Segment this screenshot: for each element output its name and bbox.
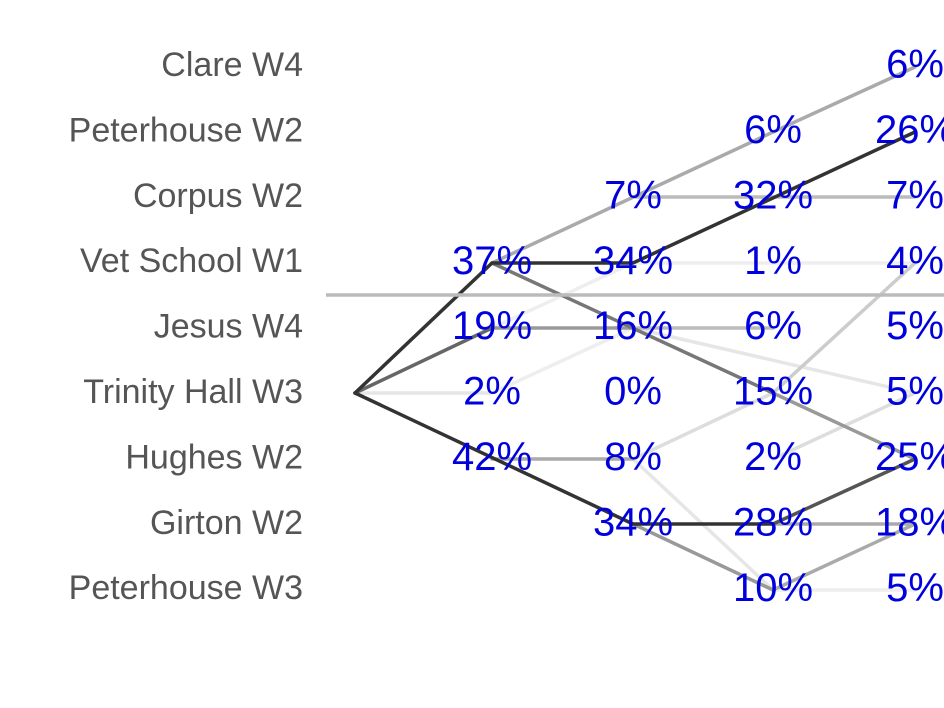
crew-label: Peterhouse W3 bbox=[69, 569, 303, 607]
crew-label: Vet School W1 bbox=[80, 242, 303, 280]
connections bbox=[353, 65, 917, 592]
probability-label: 42% bbox=[452, 435, 532, 479]
edge bbox=[353, 130, 917, 395]
crew-label: Girton W2 bbox=[150, 504, 303, 542]
probability-label: 7% bbox=[604, 173, 662, 217]
edge bbox=[631, 522, 775, 592]
probability-label: 6% bbox=[744, 108, 802, 152]
probability-label: 25% bbox=[875, 435, 944, 479]
edge bbox=[631, 391, 775, 461]
probability-label: 6% bbox=[744, 304, 802, 348]
crew-label: Jesus W4 bbox=[154, 308, 303, 346]
probability-label: 1% bbox=[744, 239, 802, 283]
crew-label: Trinity Hall W3 bbox=[83, 373, 303, 411]
crew-label: Peterhouse W2 bbox=[69, 111, 303, 149]
edge bbox=[771, 261, 917, 395]
probability-label: 26% bbox=[875, 108, 944, 152]
crew-label: Hughes W2 bbox=[125, 438, 303, 476]
probability-label: 2% bbox=[463, 370, 521, 414]
edge bbox=[353, 391, 775, 526]
probability-label: 34% bbox=[593, 500, 673, 544]
edge bbox=[353, 326, 494, 395]
probability-label: 5% bbox=[886, 370, 944, 414]
labels: Clare W4 Peterhouse W2 Corpus W2 Vet School… bbox=[69, 43, 944, 610]
probability-label: 10% bbox=[733, 566, 813, 610]
crew-label: Clare W4 bbox=[161, 46, 303, 84]
edge bbox=[490, 261, 775, 395]
edge bbox=[771, 457, 917, 526]
probability-label: 34% bbox=[593, 239, 673, 283]
probability-label: 32% bbox=[733, 173, 813, 217]
probability-label: 2% bbox=[744, 435, 802, 479]
edge bbox=[771, 391, 917, 461]
probability-label: 0% bbox=[604, 370, 662, 414]
probability-label: 5% bbox=[886, 304, 944, 348]
probability-label: 4% bbox=[886, 239, 944, 283]
probability-label: 6% bbox=[886, 43, 944, 87]
edge bbox=[631, 326, 917, 395]
probability-label: 8% bbox=[604, 435, 662, 479]
probability-label: 18% bbox=[875, 500, 944, 544]
probability-label: 7% bbox=[886, 173, 944, 217]
probability-label: 28% bbox=[733, 500, 813, 544]
probability-label: 19% bbox=[452, 304, 532, 348]
edge bbox=[490, 130, 775, 265]
edge bbox=[771, 65, 917, 134]
probability-label: 16% bbox=[593, 304, 673, 348]
probability-label: 15% bbox=[733, 370, 813, 414]
probability-label: 5% bbox=[886, 566, 944, 610]
crew-label: Corpus W2 bbox=[133, 177, 303, 215]
edge bbox=[771, 522, 917, 592]
edge bbox=[490, 326, 635, 395]
probability-label: 37% bbox=[452, 239, 532, 283]
